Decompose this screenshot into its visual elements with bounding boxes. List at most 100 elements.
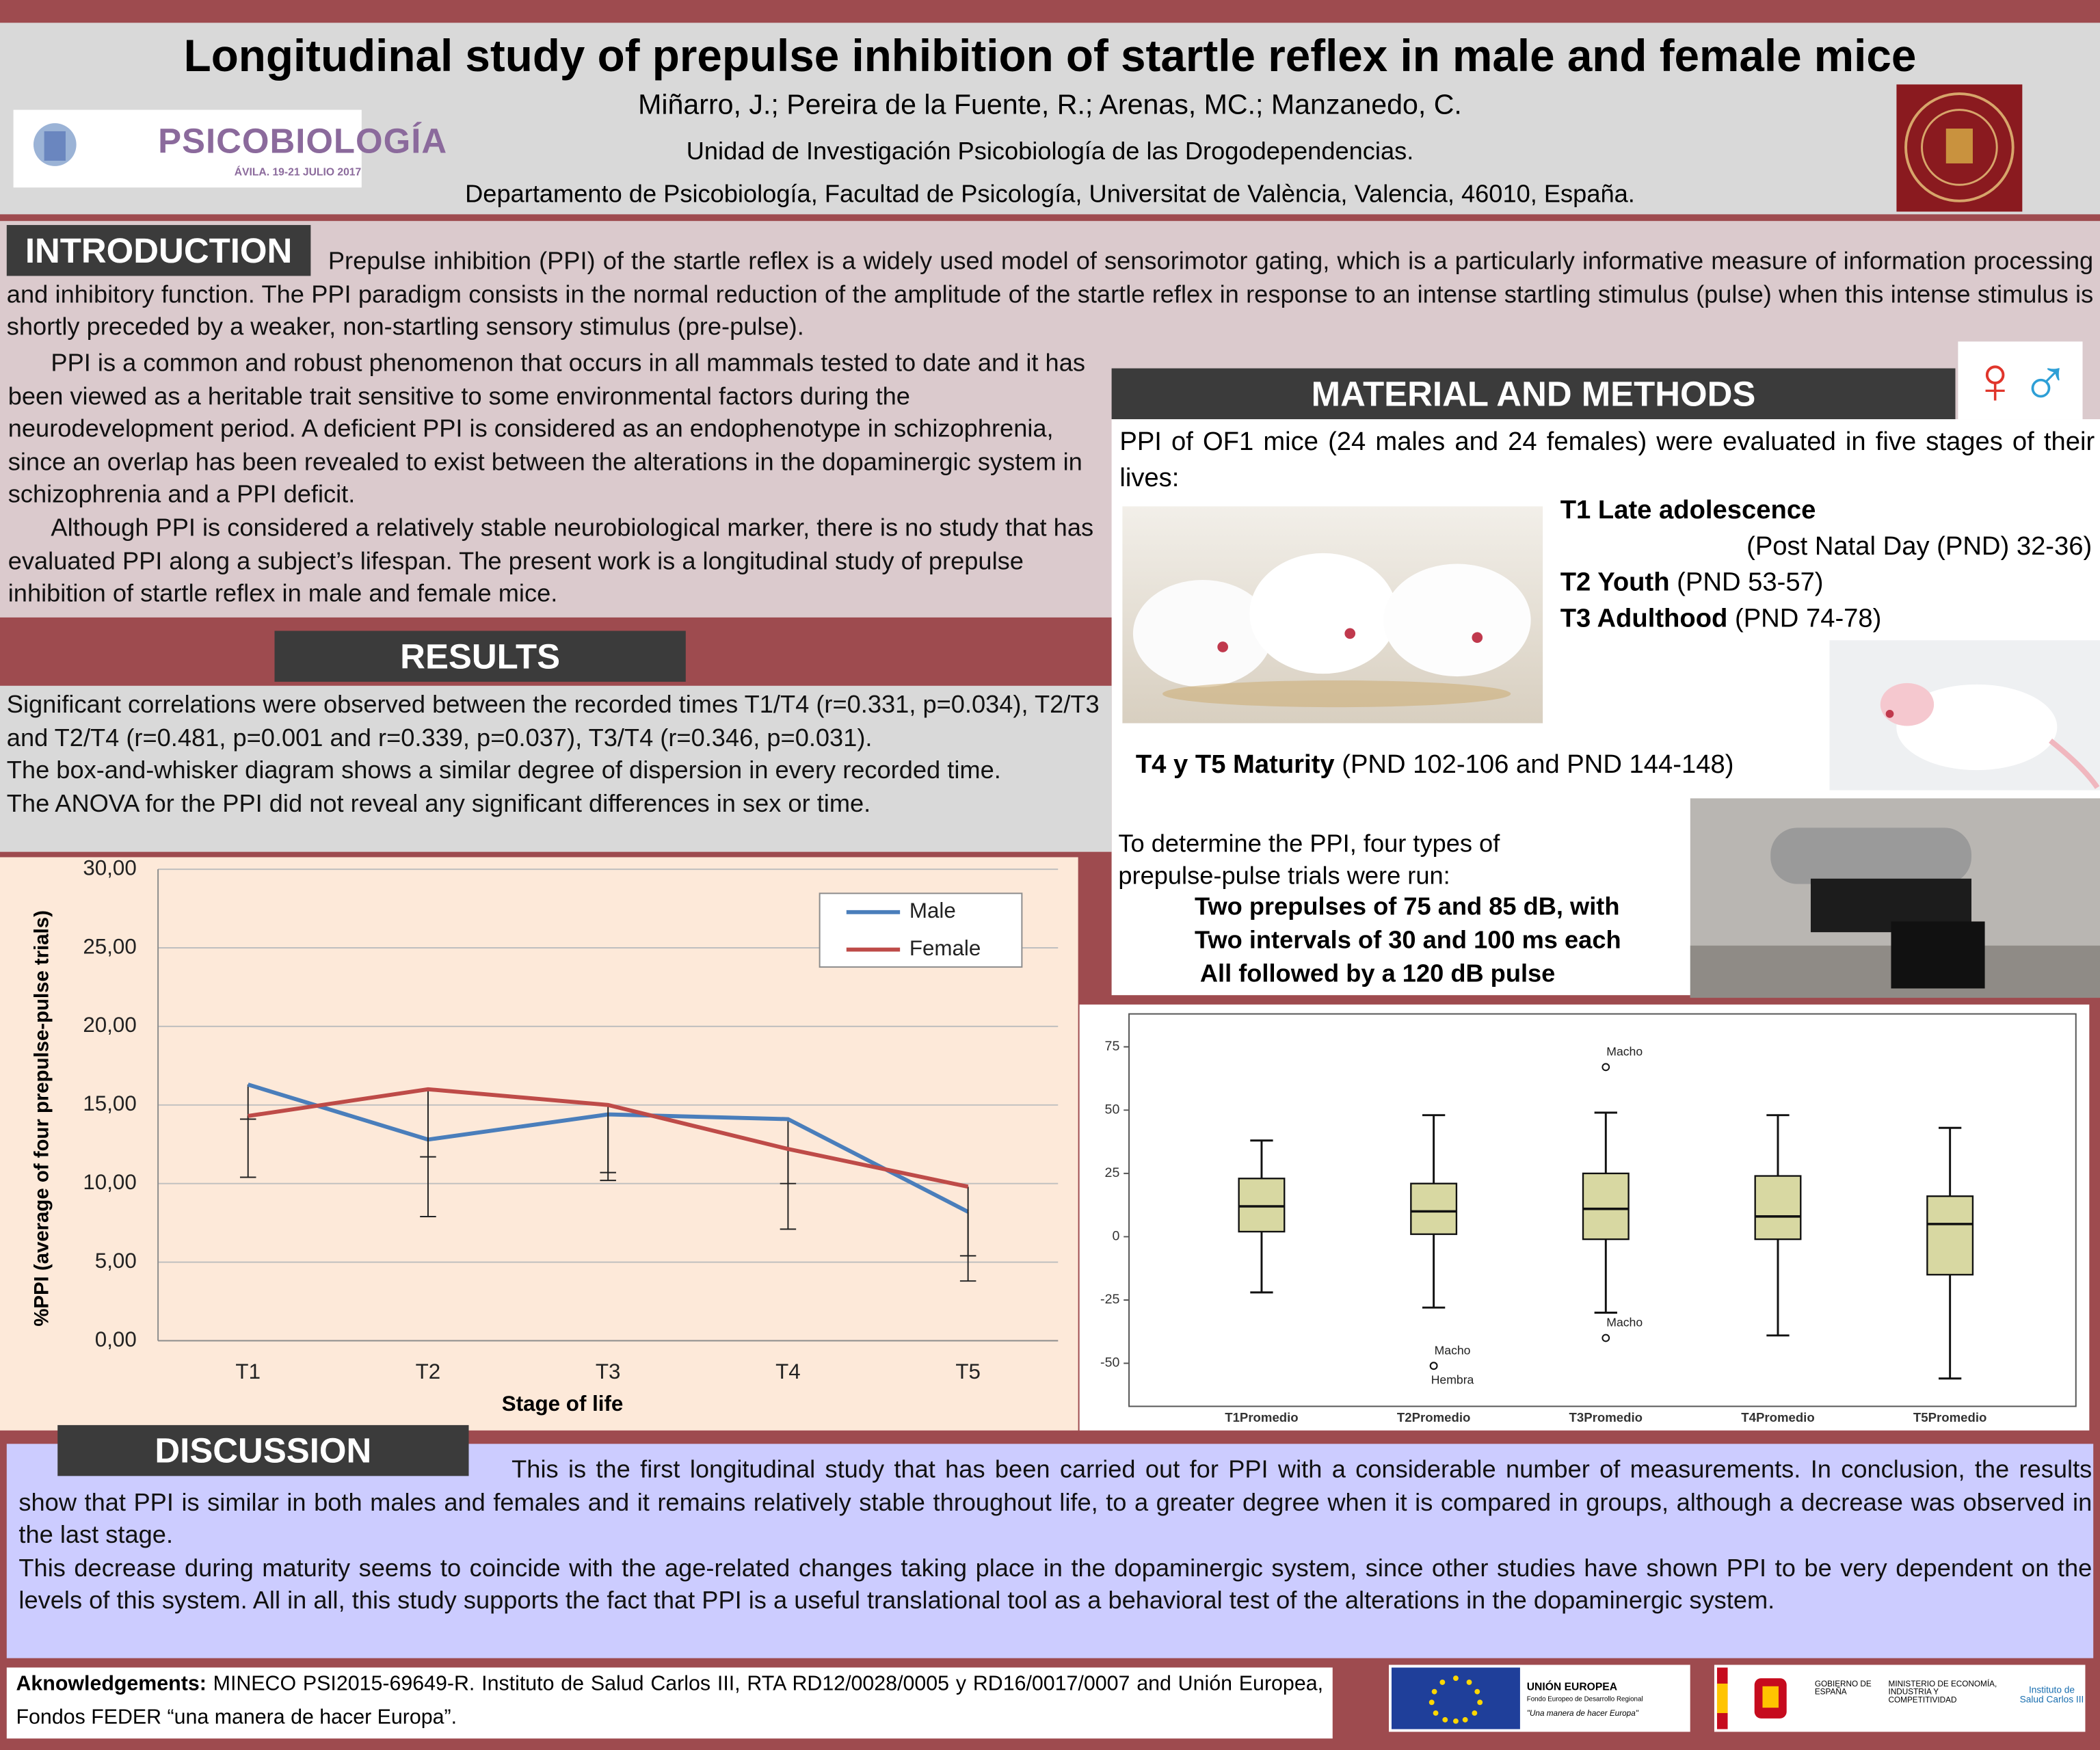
series-line xyxy=(248,1087,969,1189)
section-heading: RESULTS xyxy=(274,631,686,682)
stage-label: T2 Youth xyxy=(1560,568,1670,598)
eu-logo: UNIÓN EUROPEA Fondo Europeo de Desarroll… xyxy=(1389,1665,1690,1732)
affiliation: Departamento de Psicobiología, Facultad … xyxy=(465,179,1635,208)
eu-flag xyxy=(1391,1667,1520,1729)
y-tick-label: -50 xyxy=(1100,1355,1119,1370)
x-tick-label: T3Promedio xyxy=(1569,1410,1643,1424)
y-tick-label: 20,00 xyxy=(83,1013,136,1037)
box xyxy=(1926,1195,1974,1276)
section-heading: INTRODUCTION xyxy=(6,225,311,276)
discussion-text: This is the first longitudinal study tha… xyxy=(18,1453,2092,1618)
stage-label: T4 y T5 Maturity xyxy=(1135,750,1335,780)
error-bar xyxy=(600,1104,616,1174)
eu-name: UNIÓN EUROPEA xyxy=(1526,1680,1618,1693)
y-tick-label: -25 xyxy=(1100,1292,1119,1307)
box xyxy=(1754,1175,1802,1241)
acknowledgements: Aknowledgements: MINECO PSI2015-69649-R.… xyxy=(6,1667,1333,1739)
stage: T2 Youth (PND 53-57) xyxy=(1560,568,1824,598)
box-chart: -50 -25 0 25 50 75 T1Promedio Macho Hembra T2Prom… xyxy=(1079,1004,2090,1431)
female-symbol: ♀ xyxy=(1970,343,2021,419)
x-tick-label: T3 xyxy=(596,1360,621,1383)
error-bar xyxy=(780,1149,797,1184)
plot-frame xyxy=(1128,1013,2077,1407)
x-tick-label: T2Promedio xyxy=(1397,1410,1470,1424)
section-heading: MATERIAL AND METHODS xyxy=(1111,368,1956,420)
stage-detail: (PND 74-78) xyxy=(1734,604,1882,634)
stage-detail: (PND 53-57) xyxy=(1677,568,1824,598)
legend-label: Male xyxy=(909,899,956,923)
stage-label: T3 Adulthood xyxy=(1560,604,1728,634)
outlier xyxy=(1429,1362,1438,1370)
acknowledgements-text: MINECO PSI2015-69649-R. Instituto de Sal… xyxy=(16,1673,1324,1729)
x-tick-label: T5 xyxy=(955,1360,981,1383)
y-tick-label: 5,00 xyxy=(95,1249,137,1273)
government-logo: GOBIERNO DE ESPAÑA MINISTERIO DE ECONOMÍ… xyxy=(1714,1665,2086,1732)
trial: All followed by a 120 dB pulse xyxy=(1199,959,1556,987)
results-text: Significant correlations were observed b… xyxy=(0,685,1112,852)
stage-detail: (PND 102-106 and PND 144-148) xyxy=(1342,750,1734,780)
stage: T3 Adulthood (PND 74-78) xyxy=(1560,604,1882,635)
x-tick-label: T4Promedio xyxy=(1741,1410,1814,1424)
paragraph: Significant correlations were observed b… xyxy=(6,689,1100,751)
government-name: GOBIERNO DE ESPAÑA xyxy=(1814,1680,1872,1697)
outlier-label: Macho xyxy=(1606,1316,1643,1329)
logo-icon xyxy=(33,123,77,166)
institute-name: Instituto de Salud Carlos III xyxy=(2019,1686,2084,1706)
y-tick-label: 0 xyxy=(1112,1229,1119,1244)
male-symbol: ♂ xyxy=(2020,343,2071,419)
y-tick-label: 50 xyxy=(1105,1102,1120,1117)
outlier xyxy=(1601,1334,1610,1342)
y-tick-label: 25 xyxy=(1105,1165,1120,1180)
university-seal xyxy=(1896,84,2023,212)
error-bar xyxy=(420,1089,436,1158)
paragraph: PPI is a common and robust phenomenon th… xyxy=(8,348,1085,509)
authors: Miñarro, J.; Pereira de la Fuente, R.; A… xyxy=(638,90,1462,121)
x-axis-title: Stage of life xyxy=(502,1392,624,1416)
paragraph: Prepulse inhibition (PPI) of the startle… xyxy=(6,246,2094,341)
paragraph: This decrease during maturity seems to c… xyxy=(18,1553,2092,1615)
y-tick-label: 25,00 xyxy=(83,934,136,958)
paragraph: Although PPI is considered a relatively … xyxy=(8,513,1094,607)
y-tick-label: 0,00 xyxy=(95,1327,137,1351)
introduction-text: PPI is a common and robust phenomenon th… xyxy=(8,347,1104,610)
gender-icon: ♀♂ xyxy=(1958,341,2083,420)
y-tick-label: 15,00 xyxy=(83,1091,136,1115)
stage: T4 y T5 Maturity (PND 102-106 and PND 14… xyxy=(1136,750,1734,781)
outlier-label: Macho xyxy=(1435,1343,1471,1357)
photo-mouse xyxy=(1829,640,2100,791)
stage-label: T1 Late adolescence xyxy=(1560,495,1816,525)
box xyxy=(1582,1172,1630,1241)
ministry-name: MINISTERIO DE ECONOMÍA, INDUSTRIA Y COMP… xyxy=(1888,1680,1997,1706)
photo-mice xyxy=(1122,506,1543,724)
x-tick-label: T1 xyxy=(235,1360,261,1383)
acknowledgements-label: Aknowledgements: xyxy=(16,1673,207,1696)
title: Longitudinal study of prepulse inhibitio… xyxy=(183,32,1917,82)
box xyxy=(1238,1178,1286,1233)
trial: Two prepulses of 75 and 85 dB, with xyxy=(1195,892,1620,920)
outlier xyxy=(1601,1063,1610,1072)
eu-fund: Fondo Europeo de Desarrollo Regional xyxy=(1526,1695,1643,1704)
outlier-label: Hembra xyxy=(1431,1373,1474,1386)
photo-equipment xyxy=(1690,798,2100,998)
paragraph: The box-and-whisker diagram shows a simi… xyxy=(6,755,1001,784)
outlier-label: Macho xyxy=(1606,1044,1643,1058)
y-tick-label: 30,00 xyxy=(83,857,136,879)
error-bar xyxy=(959,1186,976,1282)
x-tick-label: T1Promedio xyxy=(1225,1410,1298,1424)
paragraph: PPI of OF1 mice (24 males and 24 females… xyxy=(1119,427,2095,493)
x-tick-label: T4 xyxy=(775,1360,801,1383)
logo-name: PSICOBIOLOGÍA xyxy=(158,120,448,161)
legend-label: Female xyxy=(909,936,981,960)
y-tick-label: 75 xyxy=(1105,1039,1120,1054)
legend-box xyxy=(819,892,1023,968)
x-tick-label: T2 xyxy=(416,1360,441,1383)
section-heading: DISCUSSION xyxy=(57,1424,469,1476)
paragraph: This is the first longitudinal study tha… xyxy=(18,1454,2092,1549)
congress-logo: PSICOBIOLOGÍA ÁVILA. 19-21 JULIO 2017 xyxy=(13,109,447,188)
spain-arms xyxy=(1716,1667,1787,1729)
error-bar xyxy=(239,1115,256,1178)
affiliation: Unidad de Investigación Psicobiología de… xyxy=(686,136,1414,165)
line-chart: 0,00 5,00 10,00 15,00 20,00 25,00 30,00 T1 T2 T3 T… xyxy=(0,857,1078,1431)
paragraph: To determine the PPI, four types of prep… xyxy=(1118,829,1500,890)
